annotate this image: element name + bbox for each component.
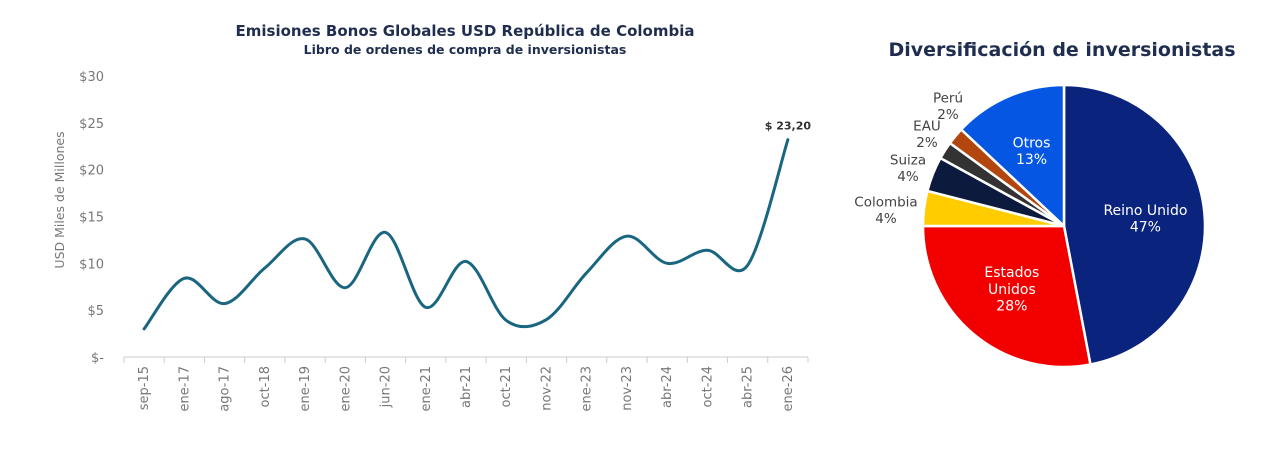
line-chart-peak-annotation: $ 23,20 — [765, 120, 812, 133]
x-tick-label: jun-20 — [379, 366, 394, 408]
line-chart-title: Emisiones Bonos Globales USD República d… — [236, 22, 695, 40]
pie-chart-slices — [921, 83, 1207, 369]
data-point — [746, 264, 749, 267]
y-tick-label: $5 — [87, 304, 104, 319]
y-tick-label: $- — [91, 351, 104, 366]
data-point — [344, 286, 347, 289]
data-point — [505, 319, 508, 322]
x-tick-label: oct-24 — [700, 366, 715, 407]
x-tick-label: ene-21 — [419, 366, 434, 411]
x-tick-label: abr-25 — [741, 366, 756, 408]
y-tick-label: $30 — [79, 70, 104, 85]
line-chart-y-axis: $- $5 $10 $15 $20 $25 $30 — [79, 70, 104, 366]
pie-value-label: 47% — [1130, 220, 1161, 236]
line-chart-y-axis-label: USD Miles de Millones — [52, 131, 67, 268]
y-tick-label: $20 — [79, 164, 104, 179]
x-tick-label: nov-22 — [539, 366, 554, 411]
x-tick-label: oct-18 — [258, 366, 273, 407]
pie-slice-otros — [959, 83, 1066, 229]
x-tick-label: oct-21 — [499, 366, 514, 407]
data-point — [666, 262, 669, 265]
data-point — [465, 260, 468, 263]
pie-category-label: Reino Unido — [1103, 203, 1187, 219]
data-point — [143, 327, 146, 330]
pie-value-label: 2% — [916, 135, 938, 151]
pie-category-label: Otros — [1013, 135, 1051, 151]
pie-category-label: EAU — [913, 119, 941, 135]
x-tick-label: ene-26 — [781, 366, 796, 411]
data-point — [545, 318, 548, 321]
x-tick-label: ene-23 — [580, 366, 595, 411]
line-series-path — [142, 138, 790, 331]
data-point — [263, 267, 266, 270]
pie-category-label: Estados — [984, 265, 1039, 281]
pie-value-label: 4% — [897, 169, 919, 185]
data-point — [304, 237, 307, 240]
data-point — [183, 277, 186, 280]
data-point — [384, 231, 387, 234]
x-tick-label: ago-17 — [218, 366, 233, 412]
line-chart-series — [142, 138, 790, 331]
line-chart-x-axis: sep-15 ene-17 ago-17 oct-18 ene-19 ene-20 jun-… — [123, 356, 809, 412]
pie-category-label: Suiza — [890, 153, 926, 169]
y-tick-label: $10 — [79, 257, 104, 272]
x-tick-label: sep-15 — [137, 366, 152, 410]
pie-category-label: Perú — [933, 91, 963, 107]
x-tick-label: ene-19 — [298, 366, 313, 411]
data-point — [706, 249, 709, 252]
pie-chart-labels: Reino Unido47%EstadosUnidos28%Colombia4%… — [854, 91, 1187, 315]
x-tick-label: abr-24 — [660, 366, 675, 408]
x-tick-label: ene-17 — [177, 366, 192, 411]
pie-slice-estados-unidos — [921, 224, 1092, 369]
data-point — [223, 302, 226, 305]
pie-chart-title: Diversificación de inversionistas — [888, 39, 1235, 61]
x-tick-label: abr-21 — [459, 366, 474, 408]
line-chart-subtitle: Libro de ordenes de compra de inversioni… — [304, 42, 627, 57]
pie-category-label: Unidos — [988, 282, 1036, 298]
x-tick-label: ene-20 — [338, 366, 353, 411]
data-point — [786, 138, 789, 141]
y-tick-label: $25 — [79, 117, 104, 132]
pie-category-label: Colombia — [854, 195, 917, 211]
data-point — [625, 235, 628, 238]
pie-value-label: 2% — [937, 107, 959, 123]
pie-value-label: 28% — [996, 299, 1027, 315]
pie-value-label: 13% — [1016, 152, 1047, 168]
data-point — [424, 306, 427, 309]
pie-value-label: 4% — [875, 211, 897, 227]
y-tick-label: $15 — [79, 211, 104, 226]
pie-slice-reino-unido — [1062, 83, 1207, 366]
x-tick-label: nov-23 — [620, 366, 635, 411]
data-point — [585, 271, 588, 274]
